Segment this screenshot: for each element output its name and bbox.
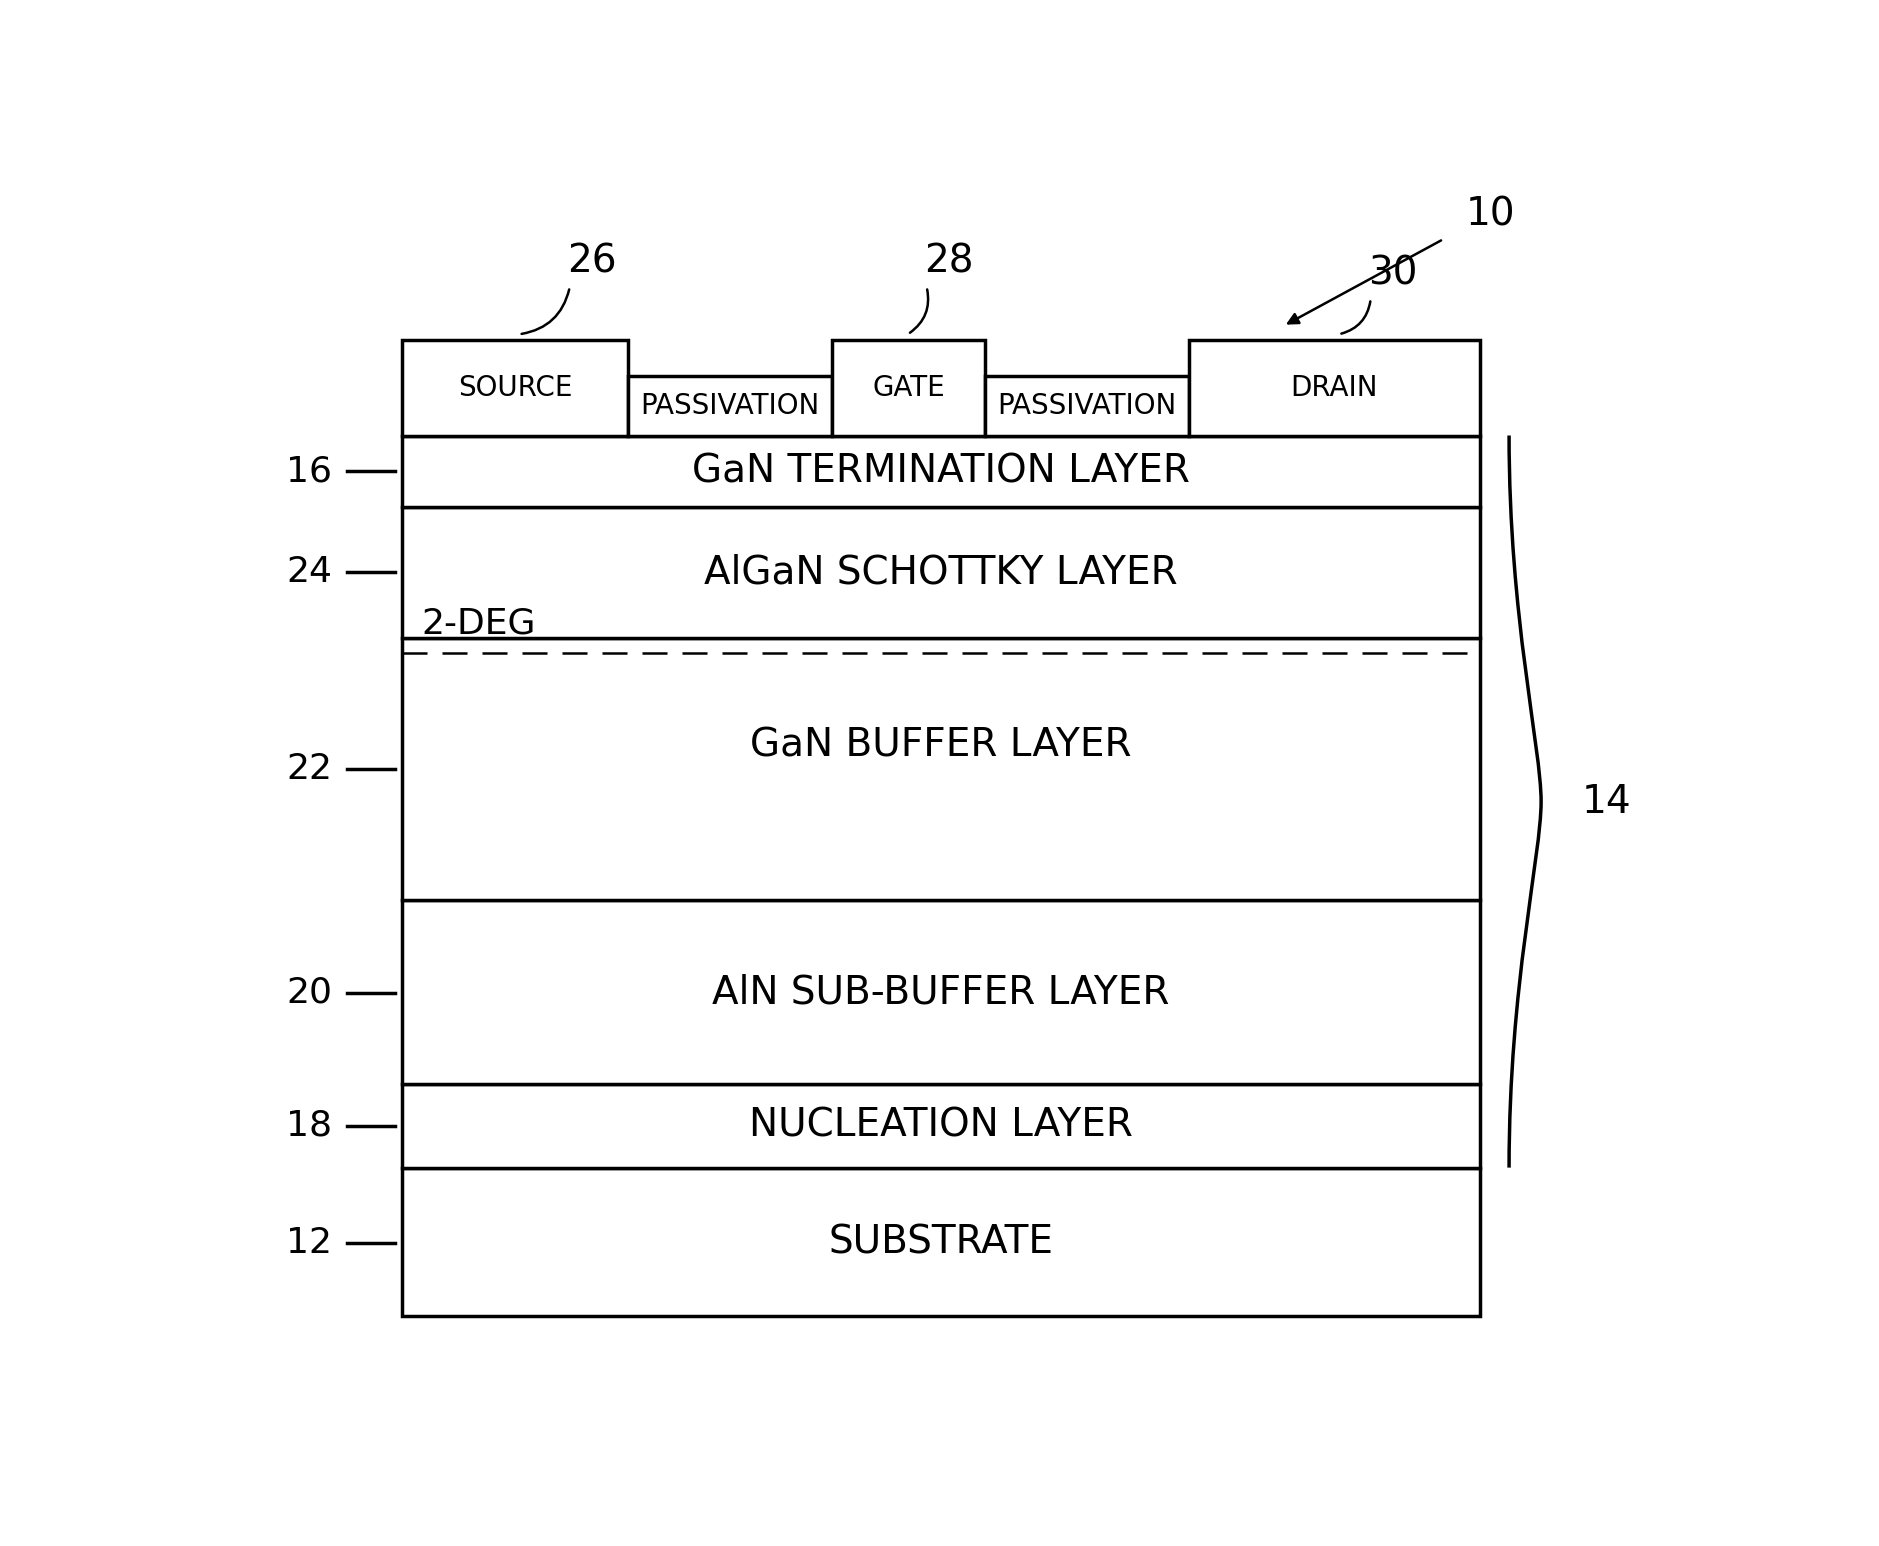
Text: 12: 12 bbox=[286, 1226, 333, 1260]
Bar bbox=[402, 340, 628, 436]
Text: SUBSTRATE: SUBSTRATE bbox=[829, 1223, 1054, 1262]
Text: 10: 10 bbox=[1466, 195, 1514, 233]
Bar bbox=[1189, 340, 1481, 436]
Bar bbox=[628, 376, 832, 436]
Text: 2-DEG: 2-DEG bbox=[421, 606, 536, 640]
Bar bbox=[402, 436, 1481, 507]
Text: 30: 30 bbox=[1368, 255, 1417, 292]
Bar bbox=[402, 1084, 1481, 1167]
Bar bbox=[832, 340, 985, 436]
Text: GATE: GATE bbox=[872, 374, 945, 402]
Text: 20: 20 bbox=[286, 976, 333, 1010]
Bar bbox=[985, 376, 1189, 436]
Text: 28: 28 bbox=[924, 243, 973, 281]
Bar bbox=[402, 507, 1481, 638]
Text: AlN SUB-BUFFER LAYER: AlN SUB-BUFFER LAYER bbox=[712, 974, 1171, 1011]
Text: 14: 14 bbox=[1582, 782, 1631, 821]
Text: NUCLEATION LAYER: NUCLEATION LAYER bbox=[750, 1107, 1133, 1146]
Bar bbox=[402, 638, 1481, 900]
Text: GaN TERMINATION LAYER: GaN TERMINATION LAYER bbox=[691, 453, 1189, 490]
Bar bbox=[402, 900, 1481, 1084]
Text: DRAIN: DRAIN bbox=[1291, 374, 1377, 402]
Text: PASSIVATION: PASSIVATION bbox=[998, 391, 1176, 421]
Text: PASSIVATION: PASSIVATION bbox=[641, 391, 819, 421]
Bar bbox=[402, 1167, 1481, 1317]
Text: 26: 26 bbox=[567, 243, 616, 281]
Text: 24: 24 bbox=[286, 555, 333, 589]
Text: SOURCE: SOURCE bbox=[458, 374, 573, 402]
Text: 22: 22 bbox=[286, 751, 333, 785]
Text: 16: 16 bbox=[286, 455, 333, 489]
Text: GaN BUFFER LAYER: GaN BUFFER LAYER bbox=[750, 727, 1131, 764]
Text: AlGaN SCHOTTKY LAYER: AlGaN SCHOTTKY LAYER bbox=[705, 553, 1178, 592]
Text: 18: 18 bbox=[286, 1108, 333, 1142]
